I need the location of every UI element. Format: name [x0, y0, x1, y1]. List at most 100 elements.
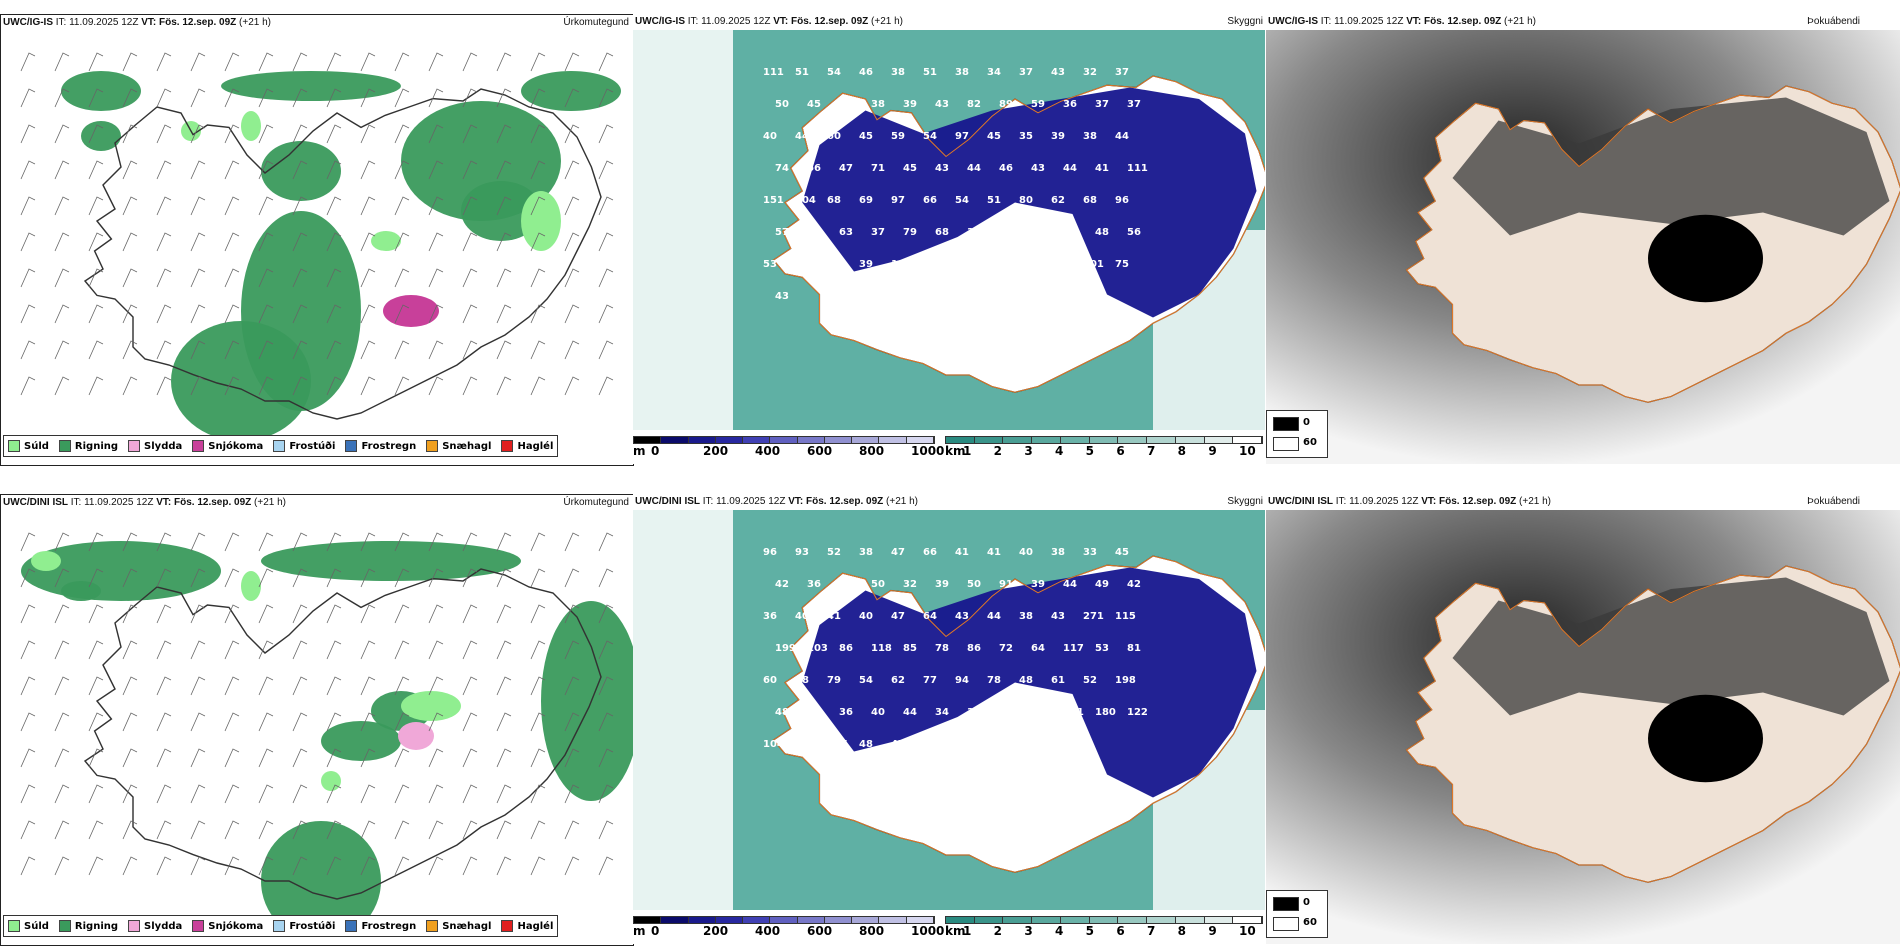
wind-barb [462, 268, 478, 288]
wind-barb [54, 640, 70, 660]
wind-barb [20, 748, 36, 768]
wind-barb [156, 376, 172, 396]
wind-barb [598, 820, 614, 840]
wind-barb [190, 124, 206, 144]
wind-barb [88, 640, 104, 660]
ceiling-value: 41 [1095, 163, 1109, 174]
ceiling-value: 47 [891, 547, 905, 558]
lead-time: (+21 h) [1519, 496, 1552, 507]
fog-map[interactable] [1266, 30, 1900, 464]
ceiling-value: 36 [763, 611, 777, 622]
colorbar-tick: 200 [703, 924, 729, 938]
wind-barb [122, 304, 138, 324]
wind-barb [564, 304, 580, 324]
colorbar-unit: km [945, 444, 966, 458]
fog-map[interactable] [1266, 510, 1900, 944]
ceiling-value: 241 [1063, 707, 1084, 718]
colorbar-step [1089, 917, 1119, 923]
wind-barb [156, 820, 172, 840]
wind-barb [530, 376, 546, 396]
wind-barb [20, 232, 36, 252]
precip-layer [61, 71, 621, 441]
wind-barb [258, 340, 274, 360]
colorbar-step [797, 437, 825, 443]
wind-barb [292, 124, 308, 144]
colorbar-step [634, 917, 662, 923]
wind-barb [54, 268, 70, 288]
rain-area [461, 181, 541, 241]
colorbar-step [946, 917, 975, 923]
ceiling-map[interactable]: 96 93 52 38 47 66 41 41 40 38 33 45 42 36 40 50 32 39 50 91… [633, 510, 1265, 910]
wind-barb [20, 160, 36, 180]
wind-barb [258, 304, 274, 324]
wind-barb [292, 88, 308, 108]
colorbar-tick: 1 [963, 444, 972, 458]
wind-barb [88, 124, 104, 144]
wind-barb [360, 160, 376, 180]
wind-barb [156, 532, 172, 552]
ceiling-value: 66 [923, 195, 937, 206]
wind-barb [530, 340, 546, 360]
wind-barb [224, 784, 240, 804]
wind-barb [190, 52, 206, 72]
legend-item-frostregn: Frostregn [345, 440, 416, 452]
ceiling-map[interactable]: 111 51 54 46 38 51 38 34 37 43 32 37 50 45 31 38 39 43 82 8… [633, 30, 1265, 430]
wind-barb [598, 124, 614, 144]
ceiling-value: 57 [775, 227, 789, 238]
ceiling-value: 52 [1083, 675, 1097, 686]
ceiling-value: 72 [999, 643, 1013, 654]
colorbar-tick: 400 [755, 924, 781, 938]
wind-barb [326, 748, 342, 768]
ceiling-value: 82 [967, 99, 981, 110]
ceiling-value: 111 [1127, 163, 1148, 174]
ceiling-value: 60 [763, 675, 777, 686]
wind-barb [258, 196, 274, 216]
colorbar-step [1147, 917, 1176, 923]
wind-barb [394, 532, 410, 552]
ceiling-value: 54 [955, 195, 969, 206]
wind-barb [326, 268, 342, 288]
precip-map[interactable] [1, 31, 633, 451]
wind-barb [122, 124, 138, 144]
drizzle-area [241, 571, 261, 601]
drizzle-area [371, 231, 401, 251]
panel-title: UWC/IG-IS IT: 11.09.2025 12Z VT: Fös. 12… [635, 16, 903, 27]
colorbar-step [770, 917, 798, 923]
wind-barb [564, 196, 580, 216]
ceiling-value: 45 [859, 131, 873, 142]
ceiling-value: 111 [763, 67, 784, 78]
fog-legend: 0 60 [1266, 890, 1328, 938]
wind-barb [224, 304, 240, 324]
colorbar-step [1032, 437, 1061, 443]
wind-barb [462, 376, 478, 396]
ceiling-value: 77 [923, 675, 937, 686]
fog-legend: 0 60 [1266, 410, 1328, 458]
colorbar-step [1118, 917, 1148, 923]
wind-barb [190, 820, 206, 840]
ceiling-value: 66 [807, 163, 821, 174]
wind-barb [292, 160, 308, 180]
wind-barb [88, 340, 104, 360]
wind-barb [258, 568, 274, 588]
ceiling-value: 39 [935, 579, 949, 590]
ceiling-value: 199 [775, 643, 796, 654]
iceland [772, 75, 1265, 393]
wind-barb [462, 640, 478, 660]
coastline [83, 568, 602, 900]
legend-label: Haglél [517, 440, 554, 452]
wind-barb [496, 640, 512, 660]
colorbar-step [1118, 437, 1148, 443]
precip-map[interactable] [1, 511, 633, 931]
wind-barb [326, 712, 342, 732]
ceiling-value: 42 [775, 579, 789, 590]
ceiling-value: 35 [827, 259, 841, 270]
legend-item-snæhagl: Snæhagl [426, 920, 491, 932]
colorbar-step [634, 437, 662, 443]
wind-barb [20, 340, 36, 360]
wind-barb [564, 712, 580, 732]
wind-barb [496, 232, 512, 252]
fog-legend-label: 0 [1303, 897, 1310, 908]
wind-barb [190, 748, 206, 768]
wind-barb [462, 676, 478, 696]
wind-barb [190, 88, 206, 108]
